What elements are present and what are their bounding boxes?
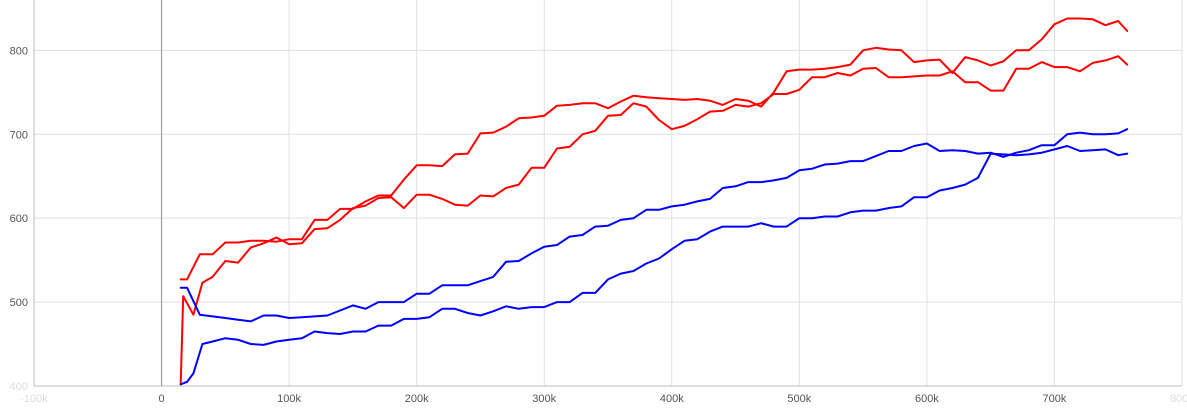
y-tick-label: 400 [10,381,28,393]
y-tick-label: 700 [10,129,28,141]
series-line-1 [179,55,1129,386]
axis-layer: -100k 0 100k 200k 300k 400k 500k 600k 700k 800k 40… [10,0,1187,405]
y-tick-label: 800 [10,45,28,57]
x-tick-label: 100k [277,393,301,405]
x-tick-label: 0 [158,393,164,405]
x-tick-label: 400k [660,393,684,405]
y-tick-label: 500 [10,297,28,309]
series-line-3 [179,145,1129,386]
x-tick-label: 800k [1170,393,1187,405]
x-tick-label: 300k [532,393,556,405]
x-tick-label: -100k [20,393,48,405]
x-tick-label: 200k [405,393,429,405]
x-tick-label: 500k [787,393,811,405]
x-tick-label: 600k [915,393,939,405]
series-line-4 [179,128,1129,323]
series-line-2 [179,17,1129,281]
grid-layer [33,0,1183,387]
y-tick-label: 600 [10,213,28,225]
series-layer [179,17,1129,386]
x-tick-label: 700k [1043,393,1067,405]
